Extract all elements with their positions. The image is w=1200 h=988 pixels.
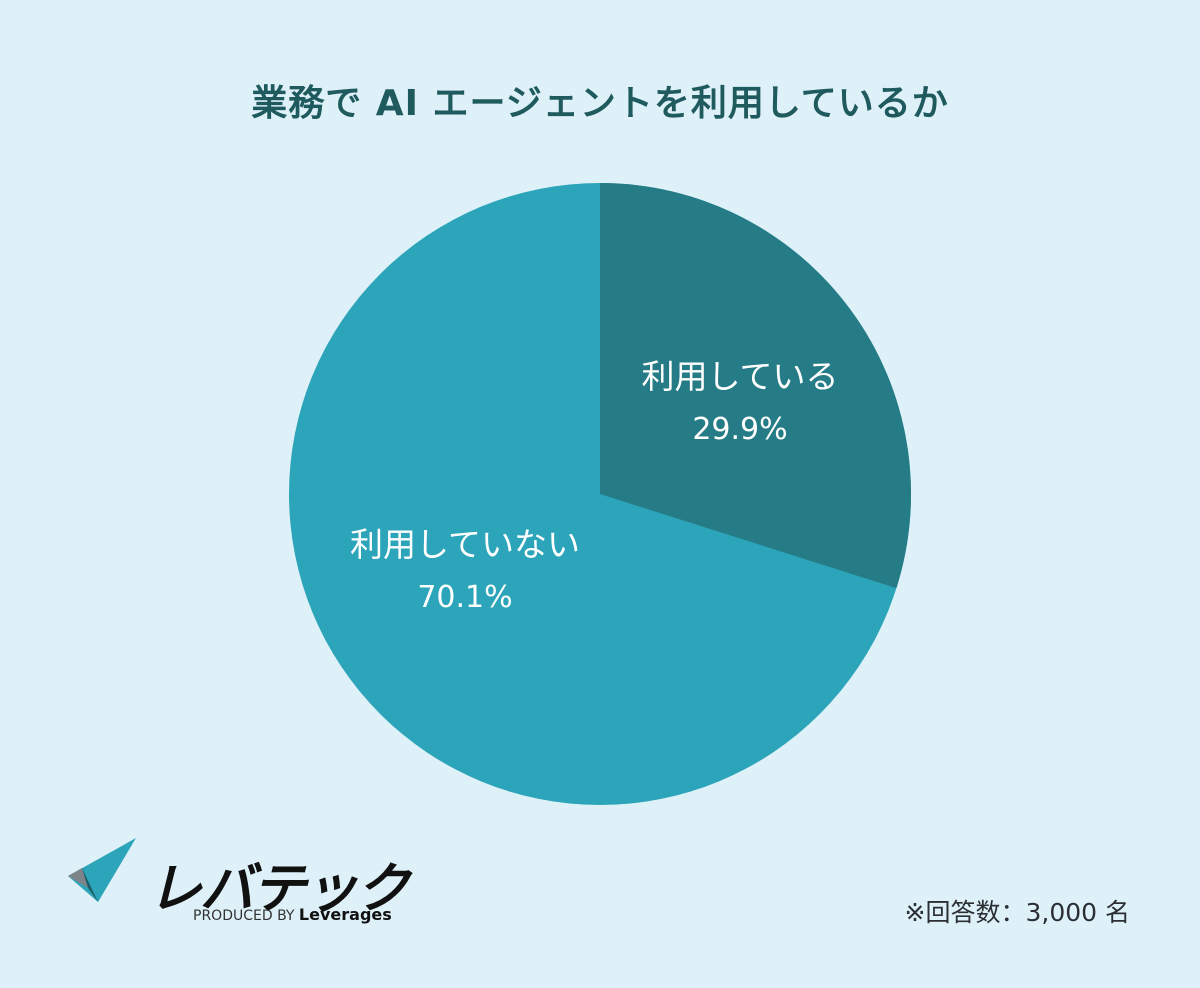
- label-using-name: 利用している: [641, 357, 839, 396]
- levtech-logo: レバテック PRODUCED BY Leverages: [68, 838, 410, 924]
- produced-by-text: PRODUCED BY: [193, 908, 295, 924]
- label-using-pct: 29.9%: [692, 412, 788, 447]
- label-not-using: 利用していない 70.1%: [320, 528, 610, 613]
- chart-title: 業務で AI エージェントを利用しているか: [251, 83, 949, 124]
- brand-text: Leverages: [298, 905, 392, 924]
- respondent-count-note: ※回答数：3,000 名: [904, 898, 1130, 927]
- slice-using: [600, 183, 912, 589]
- logo-mark-icon: [68, 838, 136, 902]
- label-not-using-name: 利用していない: [349, 525, 580, 564]
- logo-subtitle: PRODUCED BY Leverages: [193, 905, 392, 924]
- label-using: 利用している 29.9%: [620, 360, 860, 445]
- label-not-using-pct: 70.1%: [417, 580, 513, 615]
- logo-wordmark: レバテック: [148, 857, 410, 920]
